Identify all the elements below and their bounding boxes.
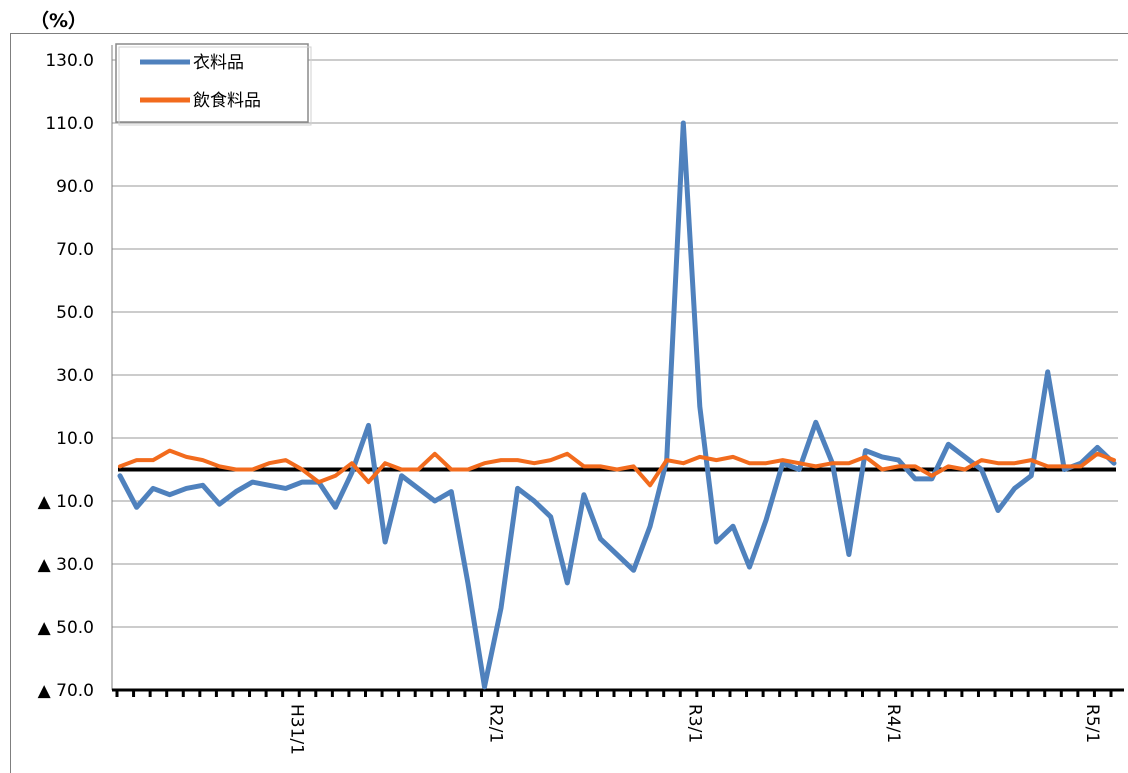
y-tick-label: 10.0 [56, 429, 94, 449]
y-tick-label: 70.0 [56, 240, 94, 260]
legend-label: 衣料品 [193, 53, 244, 73]
x-tick-label: R5/1 [1082, 704, 1102, 743]
x-tick-label: H31/1 [287, 704, 307, 755]
y-tick-label: 90.0 [56, 177, 94, 197]
y-tick-label: 110.0 [45, 114, 94, 134]
series-line-2 [118, 448, 1116, 488]
y-tick-label: ▲ 70.0 [38, 681, 94, 701]
legend-label: 飲食料品 [193, 91, 261, 111]
y-tick-label: 130.0 [45, 51, 94, 71]
y-tick-label: 50.0 [56, 303, 94, 323]
y-tick-label: 30.0 [56, 366, 94, 386]
y-tick-label: ▲ 50.0 [38, 618, 94, 638]
y-tick-label: ▲ 10.0 [38, 492, 94, 512]
legend-box [115, 43, 309, 123]
legend-shadow [118, 46, 312, 126]
y-tick-label: ▲ 30.0 [38, 555, 94, 575]
x-tick-label: R2/1 [485, 704, 505, 743]
chart-frame [10, 33, 1128, 773]
x-tick-label: R3/1 [684, 704, 704, 743]
y-unit-label: （%） [30, 10, 88, 32]
series-line-1 [117, 120, 1117, 690]
x-tick-label: R4/1 [883, 704, 903, 743]
